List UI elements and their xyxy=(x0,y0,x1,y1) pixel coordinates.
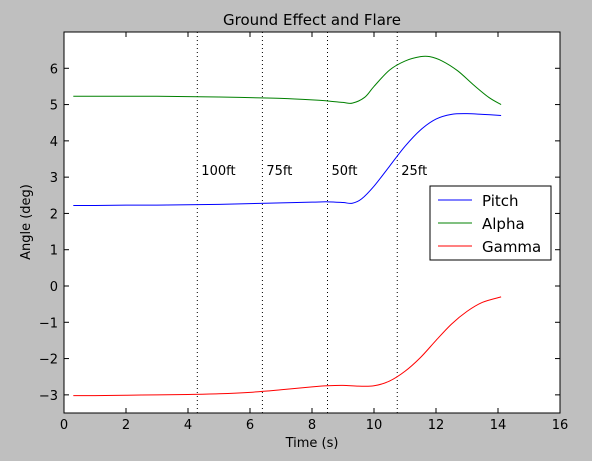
x-tick-label: 8 xyxy=(308,418,316,433)
series-line-gamma xyxy=(73,296,502,397)
series-lines xyxy=(73,55,502,397)
altitude-markers: 100ft 75ft 50ft 25ft xyxy=(196,32,427,413)
y-tick-label: 0 xyxy=(50,280,58,295)
altitude-marker-label: 75ft xyxy=(266,164,292,179)
plot-frame xyxy=(63,31,561,414)
y-tick-label: −2 xyxy=(39,353,58,368)
x-tick-label: 14 xyxy=(490,418,507,433)
x-tick-label: 12 xyxy=(428,418,445,433)
x-tick-label: 6 xyxy=(246,418,254,433)
x-axis-label: Time (s) xyxy=(285,436,339,451)
series-line-pitch xyxy=(73,113,502,206)
y-tick-label: 4 xyxy=(50,135,58,150)
series-line-alpha xyxy=(73,55,502,106)
x-tick-label: 2 xyxy=(122,418,130,433)
x-tick-label: 10 xyxy=(366,418,383,433)
x-tick-label: 16 xyxy=(552,418,569,433)
y-tick-label: 1 xyxy=(50,244,58,259)
y-tick-label: 3 xyxy=(50,171,58,186)
y-axis-label: Angle (deg) xyxy=(19,184,34,260)
y-tick-label: −3 xyxy=(39,389,58,404)
y-tick-label: −1 xyxy=(39,316,58,331)
legend-label-pitch: Pitch xyxy=(482,192,519,210)
altitude-marker-label: 25ft xyxy=(401,164,427,179)
altitude-marker-label: 50ft xyxy=(332,164,358,179)
legend-label-gamma: Gamma xyxy=(482,238,541,256)
legend-label-alpha: Alpha xyxy=(482,215,525,233)
altitude-marker-label: 100ft xyxy=(201,164,235,179)
legend: Pitch Alpha Gamma xyxy=(429,185,552,261)
x-tick-label: 0 xyxy=(60,418,68,433)
y-tick-label: 2 xyxy=(50,207,58,222)
chart-title: Ground Effect and Flare xyxy=(223,11,401,29)
y-tick-label: 5 xyxy=(50,99,58,114)
x-tick-label: 4 xyxy=(184,418,192,433)
y-tick-label: 6 xyxy=(50,62,58,77)
